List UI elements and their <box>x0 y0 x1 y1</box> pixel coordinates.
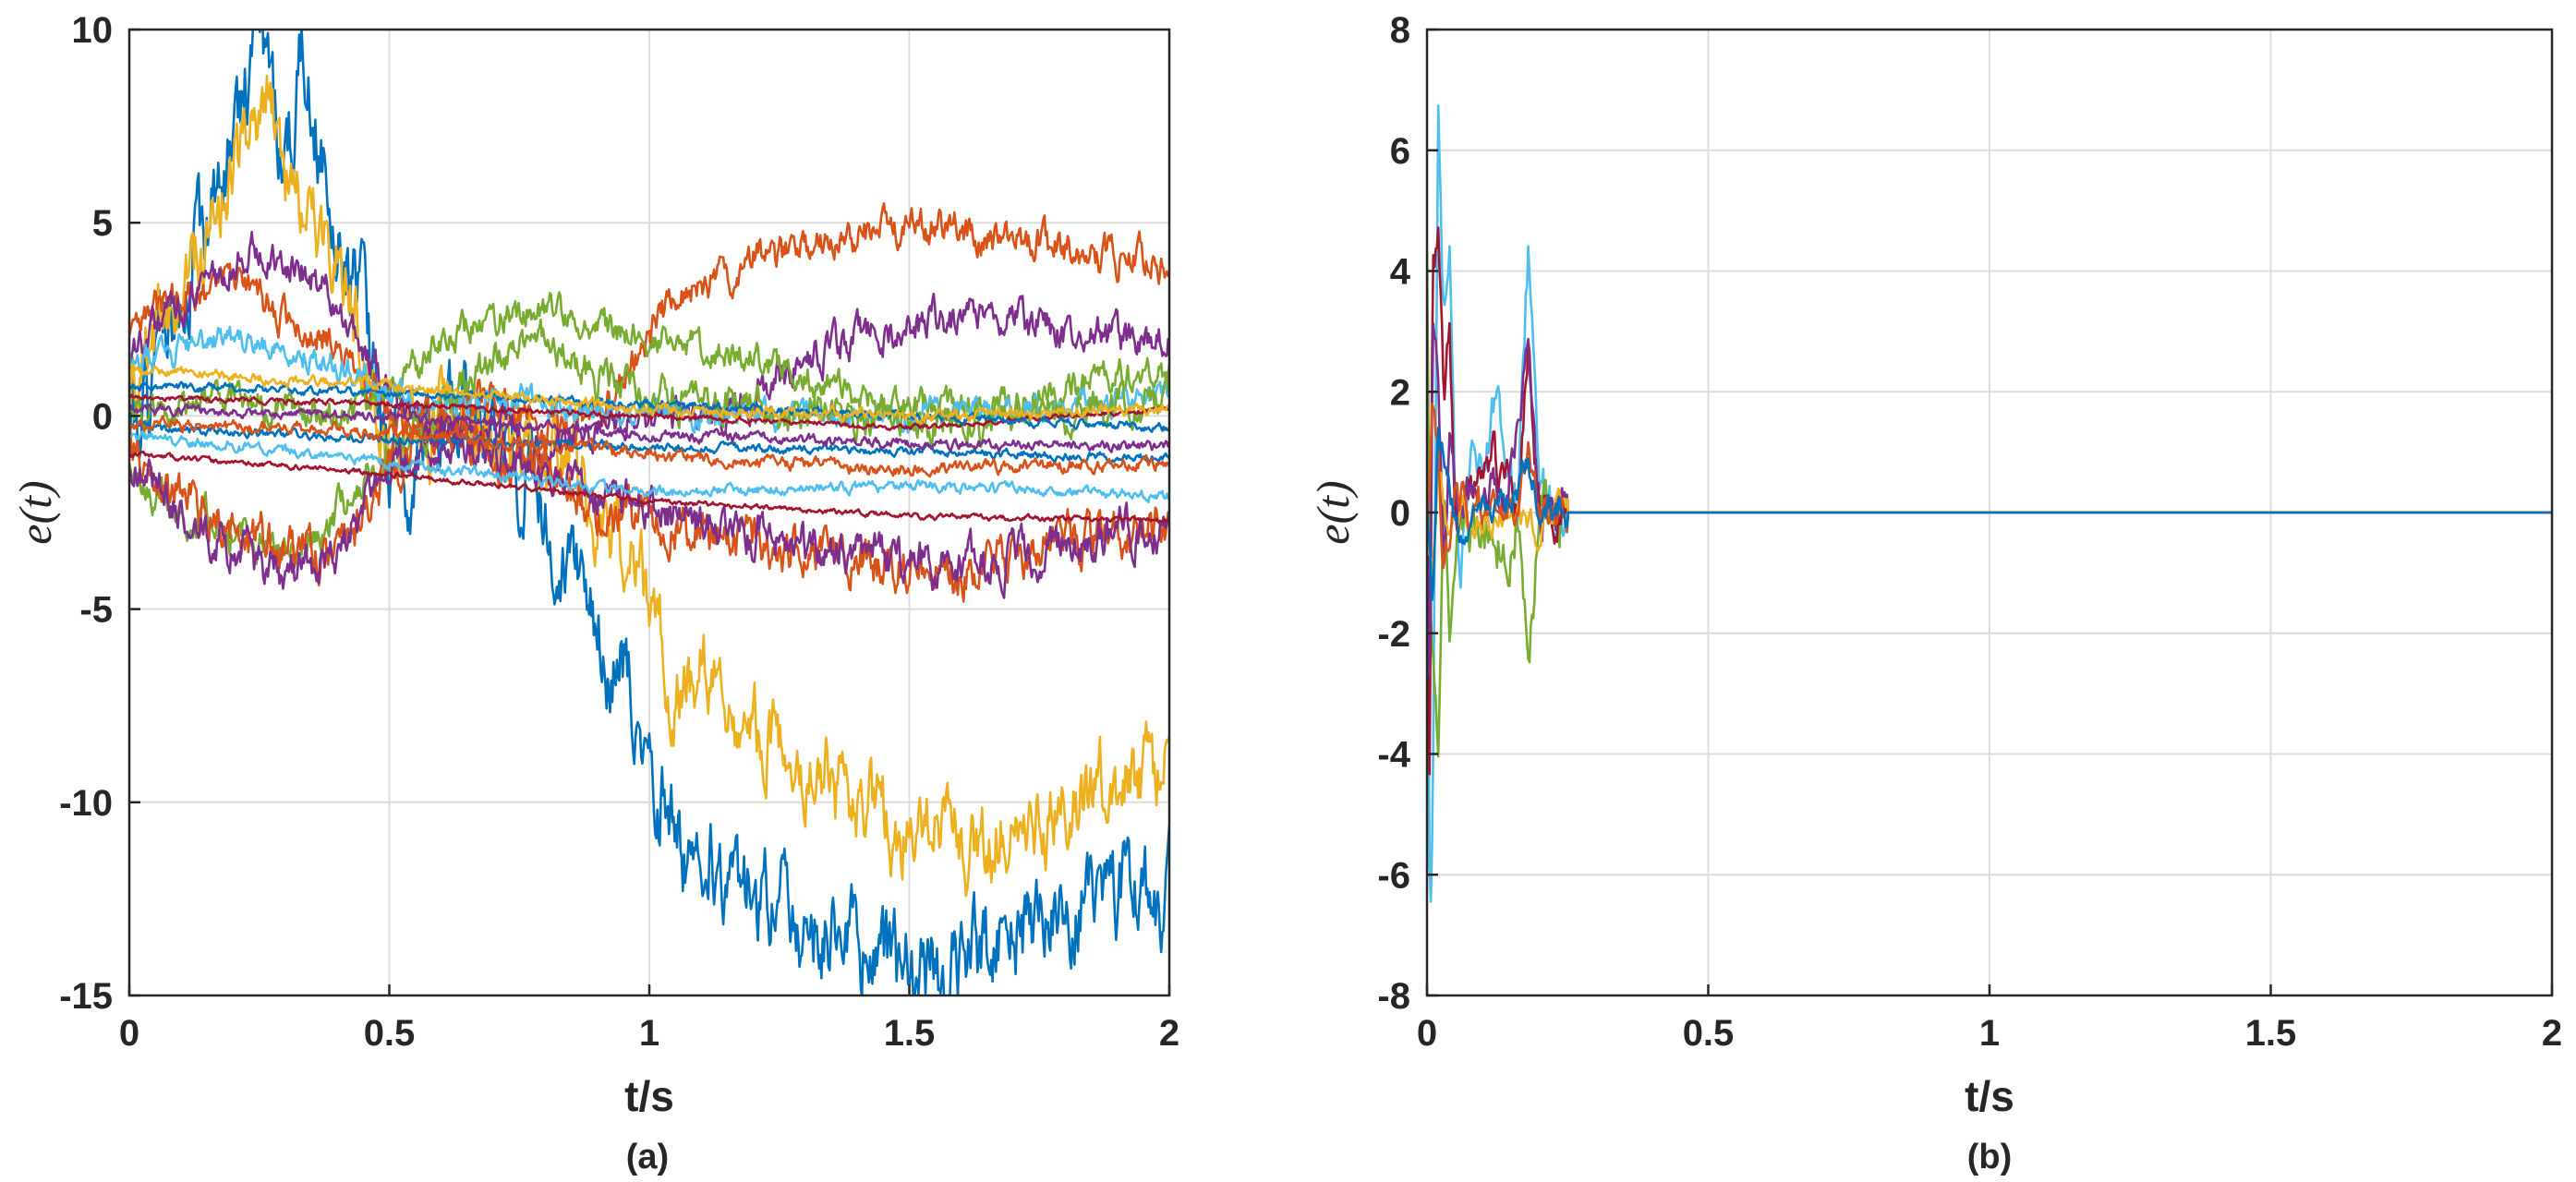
y-tick-label: -5 <box>79 590 113 631</box>
series-line-s14 <box>129 430 1169 503</box>
y-tick-label: 4 <box>1390 252 1411 293</box>
y-tick-label: 10 <box>72 10 114 51</box>
y-tick-label: -15 <box>59 976 113 1017</box>
series-line-s2 <box>129 74 1169 898</box>
x-tick-label: 0.5 <box>1683 1013 1735 1054</box>
y-tick-label: 0 <box>1390 493 1410 534</box>
caption-a: (a) <box>626 1138 669 1176</box>
series-line-s15 <box>129 364 1169 425</box>
x-tick-label: 0 <box>119 1013 139 1054</box>
y-tick-label: -10 <box>59 783 113 824</box>
y-tick-label: -2 <box>1377 614 1410 655</box>
x-tick-label: 1 <box>1979 1013 2000 1054</box>
series-group <box>1427 104 2552 903</box>
y-tick-label: 6 <box>1390 131 1410 172</box>
y-tick-label: -4 <box>1377 735 1410 776</box>
x-tick-label: 2 <box>2542 1013 2562 1054</box>
x-axis-label: t/s <box>1965 1072 2014 1120</box>
series-line-s11 <box>129 450 1169 524</box>
y-tick-label: 8 <box>1390 10 1410 51</box>
y-tick-label: 0 <box>92 396 113 437</box>
panel-a-line-chart: 0 0.5 1 1.5 2 10 5 0 -5 -10 -15 t/s e(t) <box>9 10 1179 1120</box>
y-tick-label: 5 <box>92 203 113 244</box>
y-tick-label: -6 <box>1377 855 1410 896</box>
x-tick-label: 1.5 <box>884 1013 936 1054</box>
y-tick-label: 2 <box>1390 372 1410 413</box>
series-line-s7 <box>1427 426 2552 601</box>
caption-b: (b) <box>1967 1138 2013 1176</box>
x-tick-label: 1 <box>639 1013 659 1054</box>
y-axis-label: e(t) <box>1307 480 1359 544</box>
panel-b-line-chart: 0 0.5 1 1.5 2 8 6 4 2 0 -2 -4 -6 -8 t/s e(t) <box>1307 10 2562 1120</box>
series-line-s17 <box>129 403 1169 453</box>
y-tick-label: -8 <box>1377 976 1410 1017</box>
series-line-s1 <box>129 30 1169 995</box>
series-line-s16 <box>129 415 1169 478</box>
x-tick-label: 1.5 <box>2245 1013 2297 1054</box>
series-line-s13 <box>129 380 1169 433</box>
series-group <box>129 30 1169 995</box>
x-tick-label: 2 <box>1159 1013 1179 1054</box>
x-tick-label: 0.5 <box>364 1013 416 1054</box>
x-axis-label: t/s <box>624 1072 674 1120</box>
series-line-s10 <box>129 393 1169 431</box>
series-line-s3 <box>129 201 1169 456</box>
x-tick-label: 0 <box>1417 1013 1437 1054</box>
y-axis-label: e(t) <box>9 480 61 544</box>
